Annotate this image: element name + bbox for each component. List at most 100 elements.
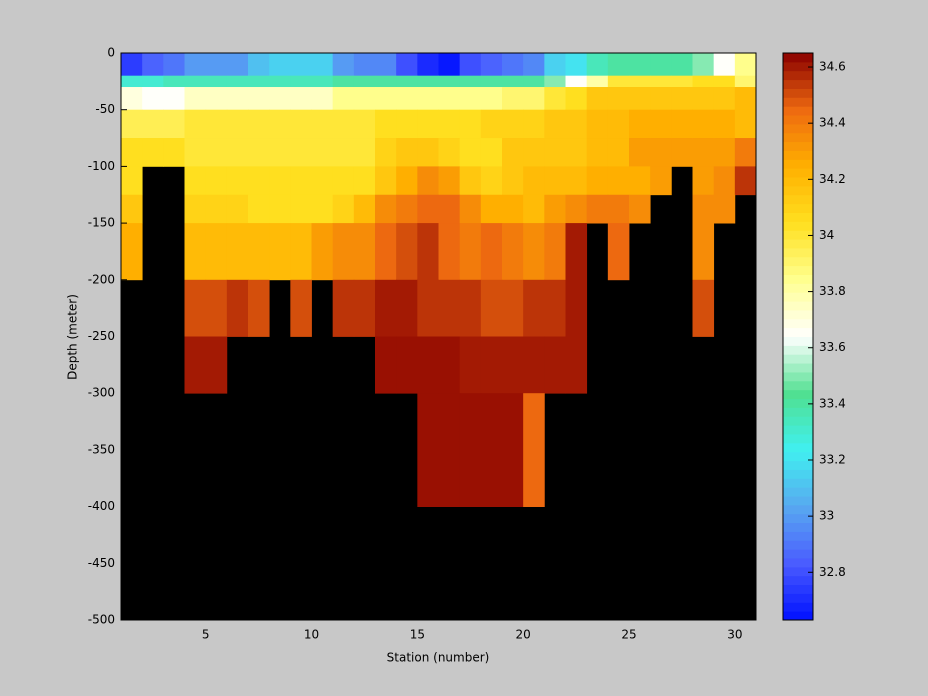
- y-tick-label: -250: [88, 329, 115, 343]
- heatmap-cell: [607, 166, 630, 196]
- heatmap-cell: [375, 166, 397, 196]
- heatmap-cell: [353, 138, 376, 167]
- heatmap-cell: [650, 138, 672, 167]
- heatmap-cell: [502, 87, 524, 111]
- heatmap-cell: [438, 336, 461, 394]
- heatmap-cell: [607, 109, 630, 139]
- heatmap-cell: [459, 138, 482, 167]
- heatmap-cell: [586, 138, 609, 167]
- heatmap-cell: [290, 166, 312, 196]
- heatmap-cell: [629, 75, 651, 88]
- colorbar-band: [783, 318, 813, 329]
- heatmap-cell: [396, 194, 418, 224]
- colorbar-band: [783, 451, 813, 462]
- y-tick-label: -500: [88, 613, 115, 627]
- colorbar-band: [783, 212, 813, 222]
- colorbar-band: [783, 557, 813, 568]
- heatmap-cell: [523, 87, 545, 111]
- heatmap-cell: [438, 75, 461, 88]
- heatmap-cell: [544, 223, 566, 281]
- heatmap-cell: [226, 109, 249, 139]
- heatmap-cell: [375, 194, 397, 224]
- heatmap-cell: [502, 279, 524, 337]
- heatmap-cell: [269, 109, 291, 139]
- colorbar-band: [783, 61, 813, 72]
- heatmap-cell: [332, 87, 355, 111]
- heatmap-cell: [226, 138, 249, 167]
- heatmap-cell: [163, 75, 185, 88]
- heatmap-cell: [438, 166, 461, 196]
- heatmap-cell: [607, 87, 630, 111]
- heatmap-cell: [184, 279, 207, 337]
- heatmap-cell: [417, 138, 439, 167]
- heatmap-cell: [248, 75, 270, 88]
- colorbar-band: [783, 177, 813, 187]
- heatmap-cell: [353, 279, 376, 337]
- y-tick-label: -50: [95, 102, 115, 116]
- colorbar-band: [783, 141, 813, 151]
- heatmap-cell: [248, 109, 270, 139]
- heatmap-cell: [311, 109, 334, 139]
- heatmap-cell: [311, 87, 334, 111]
- colorbar-band: [783, 478, 813, 488]
- heatmap-cell: [269, 87, 291, 111]
- colorbar-band: [783, 584, 813, 594]
- colorbar-band: [783, 88, 813, 98]
- heatmap-cell: [502, 138, 524, 167]
- heatmap-cell: [607, 75, 630, 88]
- heatmap-cell: [565, 223, 588, 281]
- heatmap-cell: [480, 53, 503, 77]
- heatmap-cell: [269, 75, 291, 88]
- heatmap-cell: [544, 87, 566, 111]
- heatmap-cell: [713, 138, 736, 167]
- heatmap-cell: [459, 279, 482, 337]
- heatmap-cell: [311, 194, 334, 224]
- heatmap-cell: [142, 109, 164, 139]
- heatmap-cell: [565, 279, 588, 337]
- colorbar-band: [783, 123, 813, 134]
- heatmap-cell: [565, 87, 588, 111]
- heatmap-cell: [523, 194, 545, 224]
- colorbar-band: [783, 602, 813, 612]
- heatmap-cell: [692, 279, 715, 337]
- y-tick-label: -200: [88, 272, 115, 286]
- colorbar-frame: [782, 52, 814, 621]
- heatmap-cell: [650, 166, 672, 196]
- colorbar-band: [783, 566, 813, 577]
- colorbar-band: [783, 168, 813, 178]
- heatmap-cell: [375, 109, 397, 139]
- heatmap-cell: [184, 166, 207, 196]
- heatmap-cell: [375, 223, 397, 281]
- heatmap-cell: [523, 336, 545, 394]
- heatmap-cell: [734, 53, 757, 77]
- heatmap-cell: [142, 138, 164, 167]
- heatmap-cell: [375, 336, 397, 394]
- heatmap-cell: [565, 194, 588, 224]
- heatmap-cell: [205, 223, 228, 281]
- heatmap-cell: [734, 166, 757, 196]
- heatmap-cell: [121, 223, 143, 281]
- heatmap-cell: [417, 109, 439, 139]
- heatmap-cell: [205, 166, 228, 196]
- colorbar-band: [783, 292, 813, 302]
- colorbar-band: [783, 389, 813, 400]
- heatmap-cell: [375, 75, 397, 88]
- colorbar-tick-label: 33.6: [819, 340, 846, 354]
- heatmap-cell: [734, 87, 757, 111]
- heatmap-cell: [184, 223, 207, 281]
- heatmap-cell: [480, 393, 503, 507]
- heatmap-cell: [502, 75, 524, 88]
- heatmap-cell: [142, 87, 164, 111]
- heatmap-cell: [713, 166, 736, 196]
- heatmap-cell: [290, 279, 312, 337]
- heatmap-cell: [332, 109, 355, 139]
- heatmap-cell: [205, 194, 228, 224]
- heatmap-cell: [523, 109, 545, 139]
- heatmap-cell: [692, 194, 715, 224]
- heatmap-cell: [311, 223, 334, 281]
- heatmap-cell: [184, 138, 207, 167]
- heatmap-cell: [375, 87, 397, 111]
- heatmap-cell: [629, 109, 651, 139]
- heatmap-cell: [205, 279, 228, 337]
